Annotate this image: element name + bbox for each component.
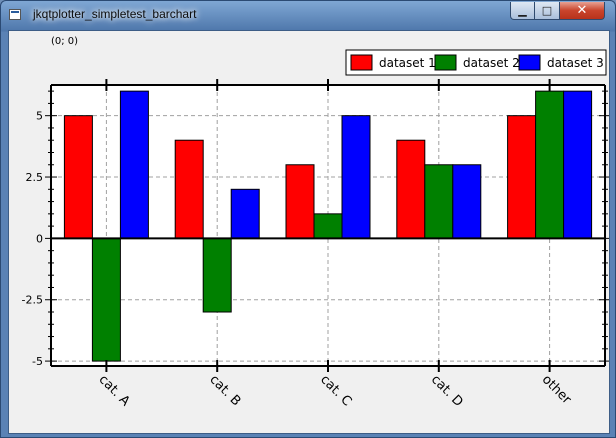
legend-label: dataset 3 — [547, 56, 604, 70]
x-tick-label: cat. B — [206, 372, 243, 409]
legend-swatch — [350, 54, 373, 71]
x-tick-label: cat. D — [428, 372, 466, 410]
minimize-button[interactable]: ▁ — [510, 2, 535, 20]
close-button[interactable]: ✕ — [559, 2, 605, 20]
title-bar[interactable]: jkqtplotter_simpletest_barchart ▁ □ ✕ — [1, 1, 615, 30]
close-icon: ✕ — [576, 3, 588, 18]
bar — [63, 115, 93, 239]
bar — [535, 90, 565, 239]
legend-box[interactable] — [345, 49, 607, 76]
legend-label: dataset 1 — [379, 56, 436, 70]
x-tick-label: cat. A — [96, 372, 133, 409]
legend-swatch — [518, 54, 541, 71]
mouse-coordinates: (0; 0) — [51, 36, 79, 47]
x-tick-label: other — [539, 372, 575, 408]
maximize-button[interactable]: □ — [534, 2, 560, 20]
x-tick-label: cat. C — [317, 372, 354, 409]
bar — [341, 115, 371, 239]
legend-swatch — [434, 54, 457, 71]
bar — [230, 188, 260, 239]
bar — [424, 164, 454, 239]
window-title: jkqtplotter_simpletest_barchart — [33, 7, 197, 21]
bar — [202, 237, 232, 313]
bar-chart[interactable]: -5 -2.5 0 2.5 5 cat. A cat. B cat. C cat. D other… — [9, 31, 609, 433]
bar — [563, 90, 593, 239]
y-tick-label: -2.5 — [22, 294, 43, 307]
bar — [313, 213, 343, 239]
bar — [507, 115, 537, 239]
bar — [452, 164, 482, 239]
minimize-icon: ▁ — [518, 4, 527, 17]
bar — [91, 237, 121, 362]
bar — [396, 139, 426, 239]
plot-widget[interactable]: (0; 0) -5 -2.5 0 2.5 5 cat. A cat. B cat. C cat.… — [8, 30, 610, 434]
y-tick-label: -5 — [32, 355, 43, 368]
legend[interactable]: dataset 1 dataset 2 dataset 3 — [345, 49, 607, 76]
y-tick-label: 2.5 — [26, 171, 44, 184]
y-tick-label: 0 — [36, 232, 43, 245]
bar — [119, 90, 149, 239]
legend-label: dataset 2 — [463, 56, 520, 70]
bar — [174, 139, 204, 239]
y-tick-label: 5 — [36, 110, 43, 123]
maximize-icon: □ — [541, 4, 553, 17]
bars — [63, 90, 593, 362]
app-icon[interactable] — [9, 9, 21, 20]
bar — [285, 164, 315, 239]
